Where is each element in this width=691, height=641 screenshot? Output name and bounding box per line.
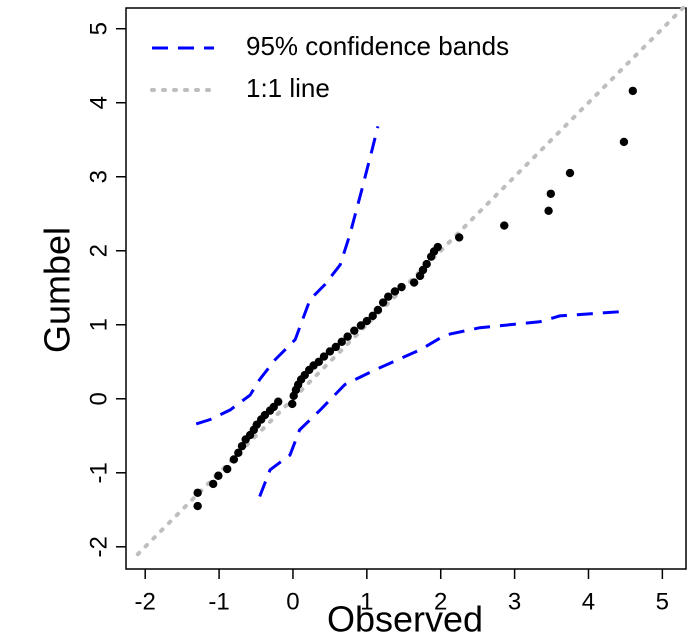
point [619, 137, 629, 147]
point [384, 292, 393, 301]
y-tick-label: 4 [85, 96, 112, 109]
series-line [195, 126, 625, 498]
point [229, 455, 239, 464]
y-tick-label: 5 [85, 22, 112, 35]
point [331, 342, 341, 352]
point [350, 326, 359, 335]
x-axis-label: Observed [327, 599, 483, 640]
point [193, 501, 202, 511]
point [500, 221, 509, 230]
point [314, 357, 324, 366]
point [544, 206, 553, 215]
x-tick-label: 3 [508, 588, 521, 615]
point [234, 448, 243, 458]
point [454, 233, 464, 242]
point [325, 347, 335, 356]
x-tick-label: 2 [434, 588, 447, 615]
point [422, 259, 431, 269]
point [337, 337, 346, 346]
plot-frame [125, 7, 687, 570]
point [565, 168, 575, 178]
x-tick-label: -2 [135, 588, 156, 615]
legend-label: 1:1 line [246, 73, 330, 103]
y-tick-label: 3 [85, 170, 112, 183]
point [343, 332, 352, 341]
point [288, 399, 297, 409]
point [390, 287, 400, 296]
x-tick-label: 4 [582, 588, 595, 615]
point [433, 242, 442, 252]
point [319, 352, 329, 361]
x-tick-label: -1 [208, 588, 229, 615]
point [373, 305, 383, 315]
point [356, 321, 366, 330]
point [409, 278, 419, 287]
y-axis-label: Gumbel [37, 227, 78, 353]
y-tick-label: -2 [85, 536, 112, 557]
point [273, 397, 283, 406]
point [214, 471, 223, 480]
x-tick-label: 1 [360, 588, 373, 615]
x-tick-label: 0 [286, 588, 299, 615]
point [397, 282, 406, 292]
point [208, 479, 218, 489]
x-tick-label: 5 [656, 588, 669, 615]
point [378, 298, 388, 307]
point [237, 441, 247, 451]
point [223, 464, 232, 474]
y-tick-label: -1 [85, 462, 112, 483]
point [193, 488, 202, 497]
y-tick-label: 1 [85, 318, 112, 331]
legend-label: 95% confidence bands [246, 31, 509, 61]
y-tick-label: 2 [85, 244, 112, 257]
point [368, 311, 377, 321]
point [362, 316, 372, 326]
point [628, 86, 638, 96]
y-tick-label: 0 [85, 392, 112, 405]
point [546, 189, 556, 198]
